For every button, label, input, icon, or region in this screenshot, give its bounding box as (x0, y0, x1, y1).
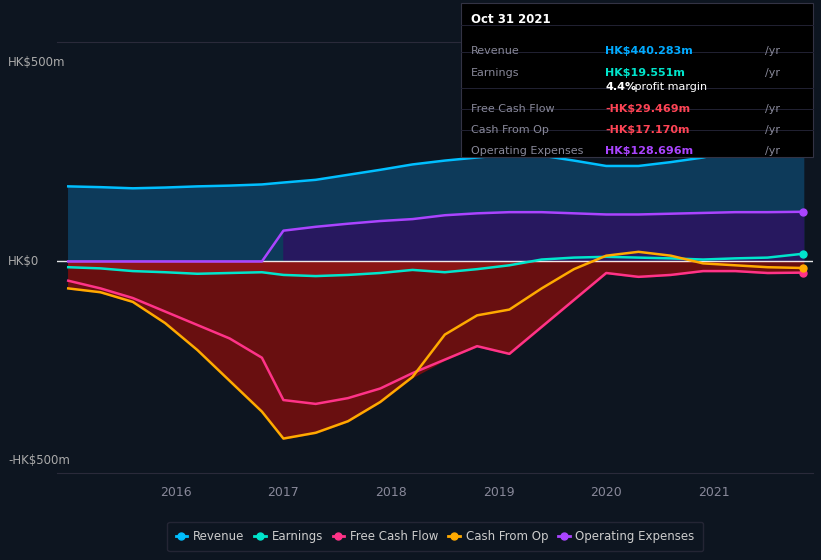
Text: HK$500m: HK$500m (8, 56, 66, 69)
Text: Cash From Op: Cash From Op (471, 125, 549, 135)
Text: Free Cash Flow: Free Cash Flow (471, 104, 555, 114)
Legend: Revenue, Earnings, Free Cash Flow, Cash From Op, Operating Expenses: Revenue, Earnings, Free Cash Flow, Cash … (167, 522, 703, 552)
Text: Earnings: Earnings (471, 68, 520, 78)
Text: HK$0: HK$0 (8, 255, 39, 268)
Text: 4.4%: 4.4% (605, 82, 636, 92)
Text: Oct 31 2021: Oct 31 2021 (471, 13, 551, 26)
Text: /yr: /yr (765, 104, 780, 114)
Text: HK$440.283m: HK$440.283m (605, 46, 693, 57)
Text: -HK$17.170m: -HK$17.170m (605, 125, 690, 135)
Text: HK$19.551m: HK$19.551m (605, 68, 685, 78)
Text: /yr: /yr (765, 125, 780, 135)
Text: HK$128.696m: HK$128.696m (605, 146, 693, 156)
Text: /yr: /yr (765, 146, 780, 156)
Text: Operating Expenses: Operating Expenses (471, 146, 584, 156)
Text: Revenue: Revenue (471, 46, 520, 57)
Text: profit margin: profit margin (631, 82, 708, 92)
Text: -HK$500m: -HK$500m (8, 454, 70, 467)
Text: /yr: /yr (765, 68, 780, 78)
Text: -HK$29.469m: -HK$29.469m (605, 104, 690, 114)
Text: /yr: /yr (765, 46, 780, 57)
